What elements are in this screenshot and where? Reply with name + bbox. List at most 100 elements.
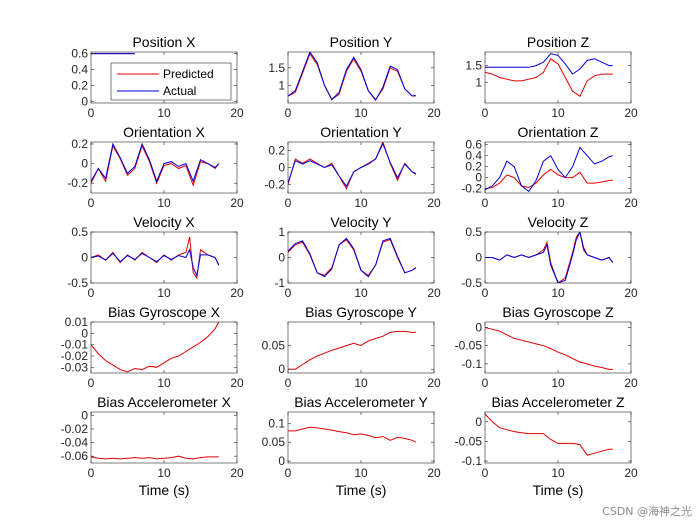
x-tick-label: 10	[551, 286, 565, 300]
series-line-actual	[485, 53, 613, 75]
y-tick-label: 0.6	[465, 138, 482, 152]
subplot-title: Orientation Z	[518, 124, 599, 140]
x-tick-label: 20	[624, 466, 638, 480]
x-tick-label: 0	[482, 106, 489, 120]
x-tick-label: 0	[482, 286, 489, 300]
subplot-bias-gyroscope-x: Bias Gyroscope X0 10 20-0.03-0.02-0.0100.0…	[61, 304, 244, 390]
y-tick-label: 0	[475, 320, 482, 334]
y-tick-label: 1	[278, 225, 285, 239]
y-tick-label: -0.02	[61, 349, 89, 363]
x-tick-label: 0	[285, 196, 292, 210]
x-tick-label: 10	[157, 376, 171, 390]
legend-label-actual: Actual	[163, 84, 196, 98]
subplot-title: Bias Accelerometer Y	[294, 394, 428, 410]
x-tick-label: 10	[354, 286, 368, 300]
axes-box	[287, 321, 435, 374]
subplot-title: Bias Gyroscope Y	[305, 304, 417, 320]
subplot-title: Orientation X	[123, 124, 205, 140]
y-tick-label: 0	[81, 157, 88, 171]
legend: Predicted Actual	[110, 62, 232, 101]
y-tick-label: 0.05	[262, 339, 286, 353]
axes-box	[287, 411, 435, 464]
x-tick-label: 20	[624, 286, 638, 300]
subplot-orientation-z: Orientation Z0 10 20-0.200.20.40.6	[461, 124, 638, 210]
y-tick-label: 0	[278, 454, 285, 468]
x-tick-label: 20	[230, 196, 244, 210]
subplot-orientation-x: Orientation X0 10 20-0.200.2	[67, 124, 244, 210]
y-tick-label: 0	[278, 161, 285, 175]
y-tick-label: 0.4	[465, 149, 482, 163]
series-line-actual	[91, 142, 220, 183]
x-tick-label: 20	[230, 106, 244, 120]
x-tick-label: 0	[88, 106, 95, 120]
x-tick-label: 10	[551, 106, 565, 120]
series-line-actual	[91, 248, 220, 278]
y-tick-label: -0.05	[455, 434, 483, 448]
x-tick-label: 0	[88, 286, 95, 300]
x-tick-label: 20	[230, 286, 244, 300]
series-line-predicted	[91, 322, 220, 373]
x-tick-label: 0	[482, 376, 489, 390]
y-tick-label: 0	[278, 362, 285, 376]
y-tick-label: -0.5	[67, 276, 88, 290]
y-tick-label: -0.01	[61, 338, 89, 352]
y-tick-label: -0.2	[461, 182, 482, 196]
series-line-predicted	[485, 168, 613, 190]
x-axis-label: Time (s)	[336, 482, 387, 498]
y-tick-label: 0.05	[262, 435, 286, 449]
y-tick-label: 1	[475, 76, 482, 90]
subplot-title: Bias Gyroscope Z	[502, 304, 614, 320]
x-tick-label: 20	[624, 106, 638, 120]
y-tick-label: -0.02	[61, 422, 89, 436]
x-tick-label: 20	[427, 466, 441, 480]
x-tick-label: 10	[551, 466, 565, 480]
series-line-predicted	[288, 239, 417, 277]
y-tick-label: 0	[475, 251, 482, 265]
y-tick-label: 0	[81, 326, 88, 340]
x-tick-label: 20	[427, 286, 441, 300]
x-tick-label: 0	[88, 466, 95, 480]
legend-label-predicted: Predicted	[163, 67, 214, 81]
y-tick-label: -0.04	[61, 436, 89, 450]
subplot-velocity-z: Velocity Z0 10 20-0.500.5	[461, 214, 638, 300]
x-tick-label: 0	[482, 466, 489, 480]
x-tick-label: 0	[285, 376, 292, 390]
x-tick-label: 10	[157, 106, 171, 120]
y-tick-label: 0	[278, 251, 285, 265]
x-tick-label: 10	[551, 196, 565, 210]
subplot-title: Velocity Y	[330, 214, 392, 230]
subplot-bias-gyroscope-y: Bias Gyroscope Y 0 10 20 0 0.05	[262, 304, 441, 390]
legend-box	[110, 62, 232, 101]
y-tick-label: 0	[81, 408, 88, 422]
axes-box	[484, 321, 632, 374]
x-tick-label: 10	[354, 196, 368, 210]
x-tick-label: 10	[157, 196, 171, 210]
subplot-title: Position X	[132, 34, 196, 50]
y-tick-label: 0.4	[71, 63, 88, 77]
x-tick-label: 10	[157, 286, 171, 300]
series-line-predicted	[288, 426, 417, 443]
y-tick-label: 0	[81, 251, 88, 265]
axes-box	[484, 51, 632, 104]
series-line-predicted	[485, 413, 613, 456]
series-line-predicted	[288, 142, 417, 190]
subplot-velocity-x: Velocity X0 10 20-0.500.5	[67, 214, 244, 300]
y-tick-label: 0	[475, 171, 482, 185]
y-tick-label: -1	[274, 276, 285, 290]
x-tick-label: 20	[427, 196, 441, 210]
x-axis-label: Time (s)	[533, 482, 584, 498]
x-tick-label: 10	[354, 106, 368, 120]
x-tick-label: 20	[624, 196, 638, 210]
y-tick-label: 0.2	[71, 137, 88, 151]
x-tick-label: 0	[482, 196, 489, 210]
series-line-actual	[288, 142, 416, 188]
x-tick-label: 0	[285, 466, 292, 480]
y-tick-label: 0.2	[465, 160, 482, 174]
y-tick-label: -0.5	[461, 276, 482, 290]
subplot-bias-accelerometer-z: Bias Accelerometer Z 0 10 20 -0.1 -0.05 0 Time …	[455, 394, 638, 498]
axes-box	[484, 411, 632, 464]
x-tick-label: 10	[157, 466, 171, 480]
subplot-title: Position Z	[527, 34, 590, 50]
x-tick-label: 10	[354, 466, 368, 480]
